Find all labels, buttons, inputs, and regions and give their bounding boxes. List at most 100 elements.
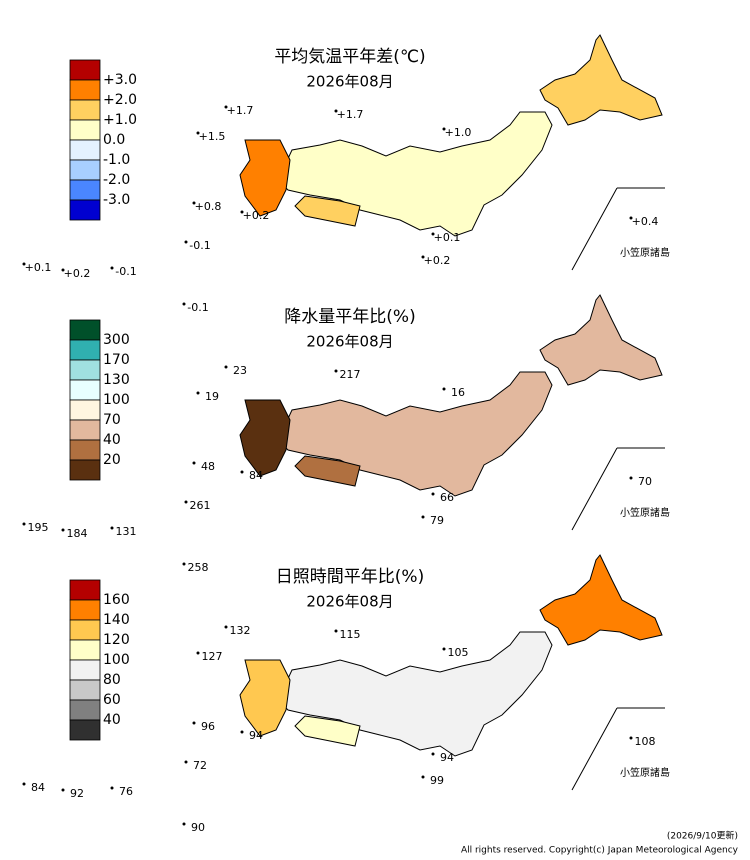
station-dot (184, 760, 188, 764)
legend-label: 130 (103, 372, 130, 388)
station-dot (431, 492, 435, 496)
panel: 小笠原諸島 降水量平年比(%) 2026年08月 300 170 130 100 70 40 20… (22, 294, 670, 574)
station-dot (442, 647, 446, 651)
station-dot (240, 730, 244, 734)
legend-swatch (69, 659, 101, 681)
station-value: 66 (440, 491, 454, 504)
map-region (277, 371, 553, 497)
legend-swatch (69, 399, 101, 421)
station-dot (196, 131, 200, 135)
legend-swatch (69, 119, 101, 141)
station-value: +0.2 (424, 254, 451, 267)
map-region (294, 715, 361, 747)
panel-title: 日照時間平年比(%) (276, 567, 424, 587)
legend-swatch (69, 379, 101, 401)
station-value: +0.1 (434, 231, 461, 244)
legend-label: 60 (103, 692, 121, 708)
station-value: -0.1 (115, 265, 136, 278)
station-value: 72 (193, 759, 207, 772)
map-region (294, 195, 361, 227)
station-value: 23 (233, 364, 247, 377)
legend-label: 20 (103, 452, 121, 468)
station-value: 261 (190, 499, 211, 512)
station-value: +0.2 (243, 209, 270, 222)
station-dot (224, 105, 228, 109)
station-dot (442, 387, 446, 391)
station-dot (192, 721, 196, 725)
station-dot (61, 268, 65, 272)
station-value: 16 (451, 386, 465, 399)
legend-label: 170 (103, 352, 130, 368)
station-dot (421, 775, 425, 779)
station-value: 105 (448, 646, 469, 659)
station-value: 84 (31, 781, 45, 794)
station-dot (334, 109, 338, 113)
legend-swatch (69, 599, 101, 621)
station-value: 184 (67, 527, 88, 540)
station-value: 99 (430, 774, 444, 787)
station-value: 96 (201, 720, 215, 733)
station-value: 132 (230, 624, 251, 637)
station-value: 76 (119, 785, 133, 798)
station-value: 94 (440, 751, 454, 764)
legend-swatch (69, 579, 101, 601)
station-dot (421, 255, 425, 259)
legend-swatch (69, 459, 101, 481)
station-dot (240, 470, 244, 474)
station-value: 90 (191, 821, 205, 834)
map-region (539, 294, 663, 386)
legend-swatch (69, 619, 101, 641)
station-value: 70 (638, 475, 652, 488)
legend-label: -3.0 (103, 192, 130, 208)
station-dot (196, 391, 200, 395)
station-dot (629, 736, 633, 740)
legend-swatch (69, 679, 101, 701)
map-region (539, 34, 663, 126)
station-dot (184, 500, 188, 504)
legend-swatch (69, 319, 101, 341)
station-value: 79 (430, 514, 444, 527)
legend-label: 100 (103, 392, 130, 408)
station-value: 195 (28, 521, 49, 534)
legend-label: 70 (103, 412, 121, 428)
legend-label: +1.0 (103, 112, 137, 128)
station-dot (192, 461, 196, 465)
station-value: +1.5 (199, 130, 226, 143)
station-dot (110, 786, 114, 790)
inset-border (571, 707, 618, 791)
legend-swatch (69, 419, 101, 441)
map-region (294, 455, 361, 487)
station-value: 217 (340, 368, 361, 381)
inset-label: 小笠原諸島 (620, 506, 670, 519)
panel-title: 平均気温平年差(℃) (274, 47, 425, 67)
inset-border (571, 187, 618, 271)
station-value: 48 (201, 460, 215, 473)
legend-swatch (69, 99, 101, 121)
legend-swatch (69, 179, 101, 201)
legend-label: 0.0 (103, 132, 125, 148)
legend-swatch (69, 699, 101, 721)
map-region (277, 631, 553, 757)
legend-label: -1.0 (103, 152, 130, 168)
station-value: +1.0 (445, 126, 472, 139)
station-dot (61, 528, 65, 532)
station-dot (431, 232, 435, 236)
station-value: -0.1 (189, 239, 210, 252)
station-dot (421, 515, 425, 519)
station-dot (110, 266, 114, 270)
legend-label: -2.0 (103, 172, 130, 188)
legend-swatch (69, 639, 101, 661)
panel-subtitle: 2026年08月 (306, 593, 393, 611)
station-value: 94 (249, 729, 263, 742)
station-dot (240, 210, 244, 214)
station-value: +1.7 (337, 108, 364, 121)
panel: 小笠原諸島 平均気温平年差(℃) 2026年08月 +3.0 +2.0 +1.0 0.0 -1… (22, 34, 670, 314)
station-value: 258 (188, 561, 209, 574)
map-region (239, 139, 291, 217)
copyright: All rights reserved. Copyright(c) Japan … (461, 846, 739, 856)
legend-swatch (69, 439, 101, 461)
station-dot (22, 782, 26, 786)
station-value: +0.4 (632, 215, 659, 228)
station-dot (192, 201, 196, 205)
